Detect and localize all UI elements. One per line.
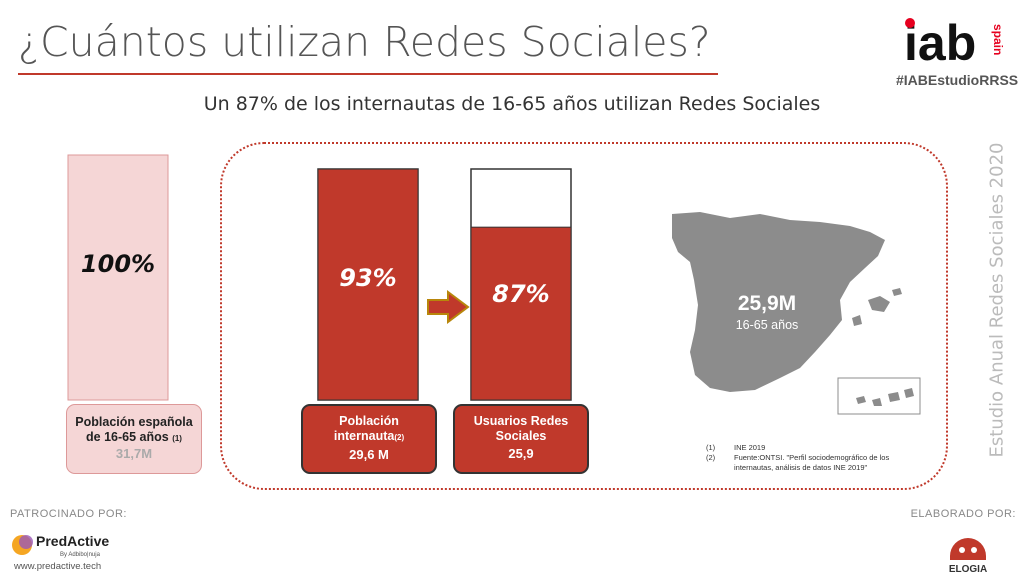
label-line1: Población (339, 414, 399, 428)
title-underline (18, 73, 718, 75)
bar-value-label: 93% (339, 264, 396, 292)
svg-text:PredActive: PredActive (36, 533, 109, 549)
bar-frame (67, 154, 169, 401)
bar-value-label: 87% (492, 280, 549, 308)
canary-islands (856, 388, 914, 406)
bar-value-label: 100% (81, 250, 155, 278)
label-value: 29,6 M (349, 447, 389, 462)
elogia-logo: ELOGIA (949, 538, 987, 574)
label-line1: Usuarios Redes (473, 414, 569, 428)
spain-map (672, 212, 885, 392)
label-value: 25,9 (508, 446, 534, 461)
balearic-islands (852, 288, 902, 326)
footnotes: (1) INE 2019 (2) Fuente:ONTSI. "Perfil soc… (706, 443, 889, 473)
canary-inset-frame (837, 377, 921, 415)
svg-text:ELOGIA: ELOGIA (949, 564, 987, 574)
label-value: 31,7M (115, 446, 153, 461)
map-range: 16-65 años (735, 318, 799, 332)
made-by-label: ELABORADO POR: (910, 508, 1016, 520)
page-title: ¿Cuántos utilizan Redes Sociales? (18, 18, 711, 66)
footnote-row: (2) Fuente:ONTSI. "Perfil sociodemográfic… (706, 453, 890, 462)
label-box-spanish-population: Población española de 16-65 años (1) 31,… (66, 404, 202, 474)
predactive-logo: PredActive By Adbibo|nuja (12, 533, 109, 558)
label-line2: internauta (333, 429, 395, 443)
arrow-icon (427, 290, 470, 324)
sponsor-url[interactable]: www.predactive.tech (14, 561, 102, 572)
dotted-frame (220, 142, 948, 490)
footnote-row: (1) INE 2019 (706, 443, 766, 452)
svg-text:By Adbibo|nuja: By Adbibo|nuja (60, 552, 101, 558)
label-line1: Población española (75, 415, 193, 429)
bar (317, 168, 419, 401)
footnote-row: internautas, análisis de datos INE 2019" (734, 463, 868, 472)
sponsor-label: PATROCINADO POR: (10, 508, 127, 520)
label-box-social-users: Usuarios Redes Sociales 25,9 (453, 404, 589, 474)
logo-subtext: spain (991, 24, 1005, 55)
bar (470, 226, 572, 401)
footnote-ref: (1) (172, 434, 182, 443)
iab-logo: iab spain (904, 15, 1005, 71)
logo-text: iab (904, 15, 976, 71)
label-line2: de 16-65 años (86, 430, 169, 444)
subtitle: Un 87% de los internautas de 16-65 años … (203, 93, 821, 115)
hashtag: #IABEstudioRRSS (896, 72, 1019, 88)
label-line2: Sociales (495, 429, 547, 443)
label-box-internet-population: Población internauta(2) 29,6 M (301, 404, 437, 474)
map-value: 25,9M (737, 292, 797, 315)
footnote-ref: (2) (394, 433, 405, 442)
